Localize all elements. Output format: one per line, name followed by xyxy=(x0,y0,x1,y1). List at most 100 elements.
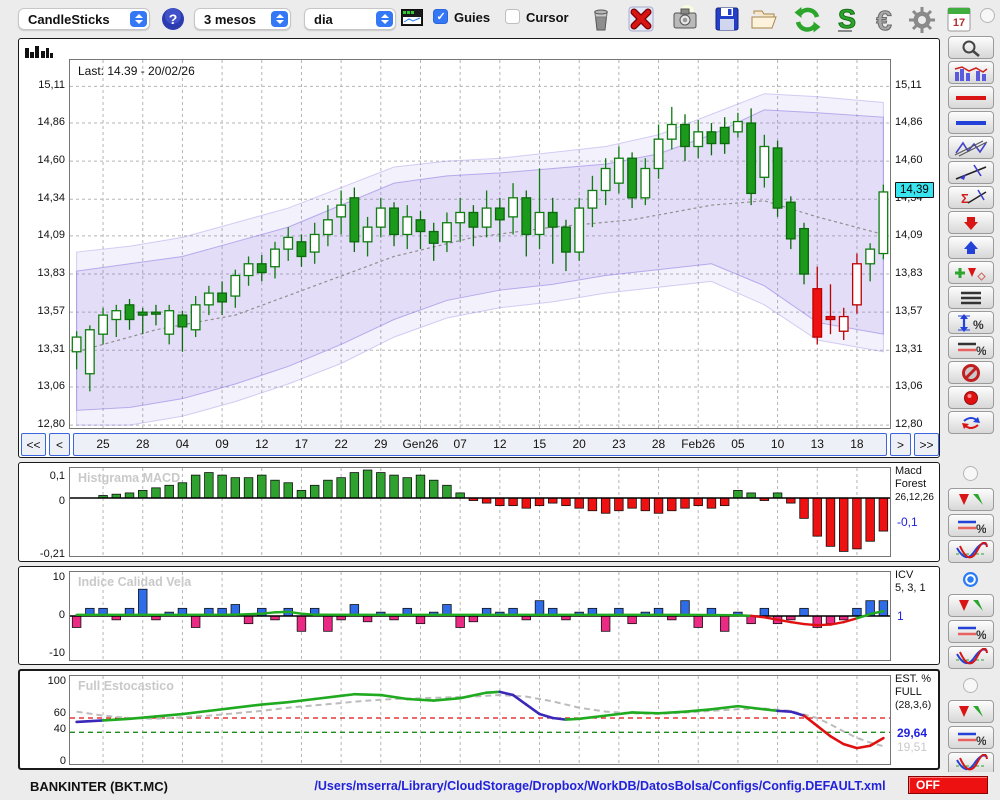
save-icon[interactable] xyxy=(712,4,742,34)
icv-title: Indice Calidad Vela xyxy=(78,575,192,589)
euro-icon[interactable]: € xyxy=(868,4,898,37)
candlestick-plot[interactable]: Last: 14.39 - 20/02/26 xyxy=(69,59,891,429)
icv-curve-button[interactable] xyxy=(948,646,994,669)
histogram-mini-icon xyxy=(25,44,55,65)
nav-next-button[interactable]: > xyxy=(890,433,911,456)
stochastic-axis: 100 60 40 0 xyxy=(20,671,69,772)
off-button[interactable]: OFF xyxy=(908,776,988,794)
price-tick: 13,57 xyxy=(37,305,65,318)
swap-button[interactable] xyxy=(948,411,994,434)
date-tick: 04 xyxy=(175,437,190,451)
svg-text:%: % xyxy=(976,344,986,357)
blue-hline-button[interactable] xyxy=(948,111,994,134)
tick-label: 0 xyxy=(58,495,65,507)
trendline-button[interactable] xyxy=(948,161,994,184)
date-tick: 17 xyxy=(294,437,309,451)
price-tick: 12,80 xyxy=(895,418,923,431)
stochastic-percent-button[interactable]: % xyxy=(948,726,994,749)
svg-text:%: % xyxy=(976,522,986,535)
add-signal-button[interactable] xyxy=(948,261,994,284)
icv-arrows-button[interactable] xyxy=(948,594,994,617)
indicator-chart-button[interactable] xyxy=(948,61,994,84)
vertical-percent-button[interactable]: % xyxy=(948,311,994,334)
date-tick: 10 xyxy=(770,437,785,451)
svg-text:%: % xyxy=(973,318,984,332)
stochastic-plot[interactable]: Full Estocastico xyxy=(69,675,891,765)
date-tick: 28 xyxy=(651,437,666,451)
arrow-up-button[interactable] xyxy=(948,236,994,259)
macd-title: Histgrama MACD xyxy=(78,471,181,485)
guies-checkbox[interactable] xyxy=(433,9,448,24)
period-value: dia xyxy=(314,11,333,27)
price-tick: 13,83 xyxy=(895,267,923,280)
price-tick: 15,11 xyxy=(895,79,922,92)
red-hline-button[interactable] xyxy=(948,86,994,109)
stochastic-fast-value: 29,64 xyxy=(897,726,928,740)
forbidden-button[interactable] xyxy=(948,361,994,384)
price-tick: 14,60 xyxy=(895,154,923,167)
arrow-down-button[interactable] xyxy=(948,211,994,234)
period-select[interactable]: dia xyxy=(304,8,396,30)
chart-type-value: CandleSticks xyxy=(28,11,110,27)
cursor-label: Cursor xyxy=(526,10,569,25)
macd-panel: Histgrama MACD 0,1 0 -0,21 Macd Forest 26,12… xyxy=(18,462,940,562)
price-tick: 13,06 xyxy=(895,379,923,392)
nav-first-button[interactable]: << xyxy=(21,433,46,456)
macd-right-label: Macd Forest 26,12,26 xyxy=(895,465,934,503)
price-axis-left: 15,11 14,86 14,60 14,34 14,09 13,83 13,57 13,31… xyxy=(19,39,67,459)
svg-text:17: 17 xyxy=(953,17,965,29)
settings-icon[interactable] xyxy=(906,4,936,34)
stochastic-arrows-button[interactable] xyxy=(948,700,994,723)
calendar-icon[interactable]: 17 xyxy=(946,4,972,34)
sync-icon[interactable]: S xyxy=(832,4,862,35)
date-tick: 12 xyxy=(255,437,269,451)
stochastic-panel: Full Estocastico 100 60 40 0 EST. % FULL (28,… xyxy=(18,669,940,770)
sum-line-button[interactable]: Σ xyxy=(948,186,994,209)
tick-label: 0 xyxy=(58,609,65,621)
icv-value: 1 xyxy=(897,609,904,623)
date-axis-strip[interactable]: 25 28 04 09 12 17 22 29 Gen26 07 12 15 20 23 28 Feb26 05… xyxy=(73,433,887,456)
refresh-icon[interactable] xyxy=(792,4,822,34)
macd-plot[interactable]: Histgrama MACD xyxy=(69,467,891,557)
delete-icon[interactable] xyxy=(626,4,656,34)
icv-percent-button[interactable]: % xyxy=(948,620,994,643)
mini-chart-icon[interactable] xyxy=(400,8,424,27)
macd-arrows-button[interactable] xyxy=(948,488,994,511)
chart-type-select[interactable]: CandleSticks xyxy=(18,8,150,30)
icv-radio[interactable] xyxy=(963,572,978,587)
date-tick: 18 xyxy=(850,437,864,451)
macd-axis: 0,1 0 -0,21 xyxy=(19,463,69,563)
lines-percent-button[interactable]: % xyxy=(948,336,994,359)
date-tick: 13 xyxy=(810,437,824,451)
date-tick: 12 xyxy=(493,437,507,451)
svg-text:S: S xyxy=(838,4,856,34)
stochastic-title: Full Estocastico xyxy=(78,679,174,693)
main-panel-radio[interactable] xyxy=(980,8,995,23)
nav-last-button[interactable]: >> xyxy=(914,433,939,456)
list-lines-button[interactable] xyxy=(948,286,994,309)
macd-curve-button[interactable] xyxy=(948,540,994,563)
cursor-checkbox[interactable] xyxy=(505,9,520,24)
zoom-button[interactable] xyxy=(948,36,994,59)
date-tick: 20 xyxy=(572,437,586,451)
zigzag-button[interactable] xyxy=(948,136,994,159)
price-tick: 13,06 xyxy=(37,379,65,392)
help-icon[interactable]: ? xyxy=(161,7,185,31)
icv-plot[interactable]: Indice Calidad Vela xyxy=(69,571,891,661)
open-icon[interactable] xyxy=(750,4,780,34)
range-select[interactable]: 3 mesos xyxy=(194,8,291,30)
range-value: 3 mesos xyxy=(204,11,257,27)
snapshot-icon[interactable] xyxy=(670,4,700,34)
macd-radio[interactable] xyxy=(963,466,978,481)
icv-right-label: ICV 5, 3, 1 xyxy=(895,569,926,594)
trash-icon[interactable] xyxy=(586,4,616,34)
stochastic-radio[interactable] xyxy=(963,678,978,693)
nav-prev-button[interactable]: < xyxy=(49,433,70,456)
top-toolbar: CandleSticks ? 3 mesos dia Guies Cursor … xyxy=(0,0,1000,37)
tick-label: 10 xyxy=(52,570,65,583)
record-button[interactable] xyxy=(948,386,994,409)
chevron-updown-icon xyxy=(130,11,147,27)
macd-percent-button[interactable]: % xyxy=(948,514,994,537)
date-tick: 07 xyxy=(453,437,467,451)
tick-label: 0 xyxy=(59,754,66,767)
